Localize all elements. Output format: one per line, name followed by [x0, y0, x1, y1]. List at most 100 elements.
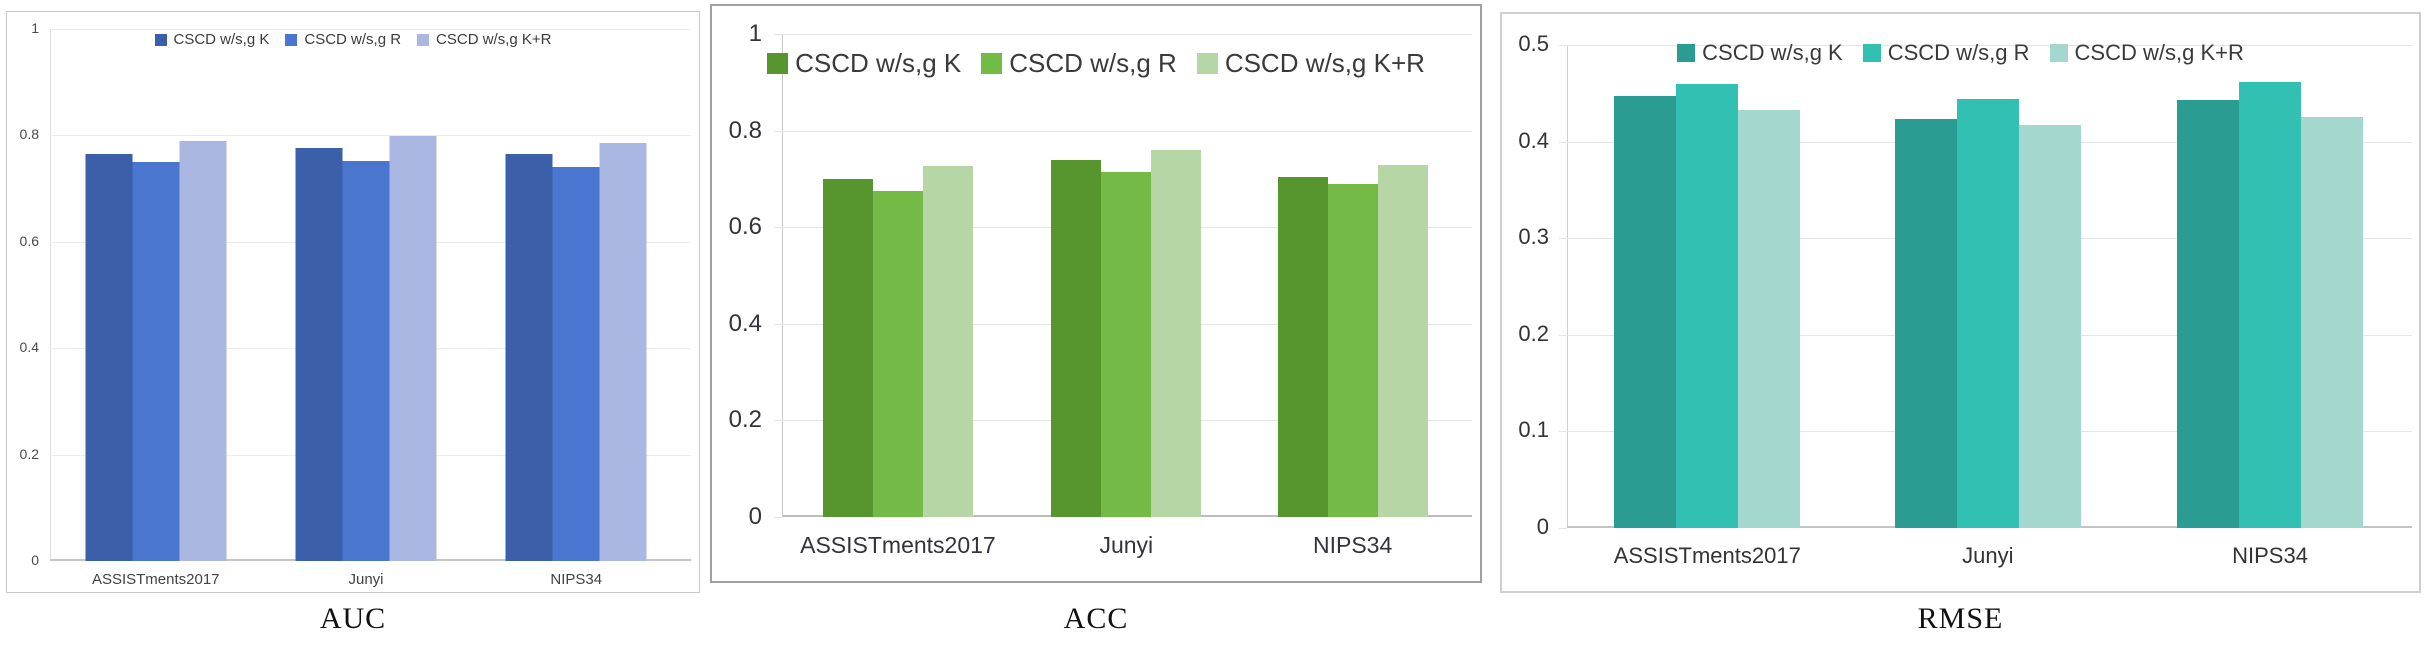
bar-series-1 [85, 154, 133, 561]
bar-group [1051, 150, 1202, 517]
legend-item: CSCD w/s,g K+R [417, 31, 552, 48]
chart-card-acc: ASSISTments2017 Junyi NIPS34 1 0.8 0.6 0.4 0.2 0… [710, 4, 1482, 583]
chart-card-auc: ASSISTments2017 Junyi NIPS34 1 0.8 0.6 0.4 0.2 0… [6, 11, 700, 593]
plot-area: ASSISTments2017 Junyi NIPS34 [782, 34, 1472, 558]
tick-mark [1559, 142, 1567, 143]
legend-swatch [285, 33, 298, 46]
y-axis-tick-label: 0.4 [728, 309, 762, 337]
bar-series-3 [922, 166, 973, 517]
y-axis-tick-label: 0.5 [1518, 31, 1549, 57]
legend-item: CSCD w/s,g K [154, 31, 270, 48]
legend-item: CSCD w/s,g K [767, 48, 961, 79]
bar-group [85, 141, 227, 561]
bar-series-2 [1676, 84, 1739, 528]
gridline [50, 135, 691, 136]
legend-swatch [981, 53, 1003, 74]
bar-series-2 [552, 167, 600, 561]
tick-mark [774, 420, 782, 421]
legend-label: CSCD w/s,g K [173, 31, 270, 48]
gridline [50, 29, 691, 30]
legend-item: CSCD w/s,g R [1862, 40, 2030, 66]
bar-series-2 [1101, 172, 1152, 517]
bar-series-2 [872, 191, 923, 517]
y-axis-tick-label: 0.6 [728, 212, 762, 240]
bar-series-3 [179, 141, 227, 561]
legend-item: CSCD w/s,g R [285, 31, 401, 48]
tick-mark [1559, 238, 1567, 239]
x-axis-label: NIPS34 [550, 571, 603, 588]
bar-series-3 [389, 136, 437, 561]
tick-mark [774, 517, 782, 518]
bar-series-1 [1277, 177, 1328, 517]
y-axis-tick-label: 0.1 [1518, 417, 1549, 443]
bar-series-3 [2301, 117, 2364, 528]
y-axis-tick-label: 1 [31, 19, 39, 36]
bar-series-1 [505, 154, 553, 561]
bar-group [2177, 82, 2364, 528]
legend-item: CSCD w/s,g K+R [1196, 48, 1425, 79]
chart-caption-rmse: RMSE [1917, 602, 2004, 635]
bar-group [822, 166, 973, 517]
y-axis-line [1567, 45, 1568, 528]
legend-label: CSCD w/s,g K+R [1224, 48, 1425, 78]
legend-label: CSCD w/s,g R [1887, 40, 2030, 65]
plot-area: ASSISTments2017 Junyi NIPS34 [50, 29, 691, 588]
legend: CSCD w/s,g K CSCD w/s,g R CSCD w/s,g K+R [712, 48, 1480, 79]
legend-swatch [1196, 53, 1218, 74]
bar-series-1 [822, 179, 873, 517]
y-axis-line [50, 29, 51, 561]
tick-mark [1559, 335, 1567, 336]
x-axis-label: Junyi [348, 571, 384, 588]
x-axis-label: Junyi [1962, 543, 2014, 568]
legend-swatch [417, 33, 430, 46]
chart-caption-acc: ACC [1063, 602, 1129, 635]
bar-group [1894, 99, 2081, 528]
bar-series-2 [1327, 184, 1378, 517]
legend-item: CSCD w/s,g K [1677, 40, 1843, 66]
x-axis-label: NIPS34 [2232, 543, 2308, 568]
y-axis-tick-label: 1 [748, 19, 762, 47]
tick-mark [774, 324, 782, 325]
bar-series-1 [1894, 119, 1957, 528]
tick-mark [774, 227, 782, 228]
bar-group [1277, 165, 1428, 517]
legend-label: CSCD w/s,g K+R [2074, 40, 2244, 65]
y-axis-tick-label: 0 [1536, 514, 1549, 540]
y-axis-tick-label: 0.4 [1518, 128, 1549, 154]
y-axis-tick-label: 0.8 [728, 116, 762, 144]
y-axis-tick-label: 0.6 [19, 232, 39, 249]
bar-series-1 [2177, 100, 2240, 528]
tick-mark [1559, 431, 1567, 432]
bar-series-3 [599, 143, 647, 561]
y-axis-tick-label: 0.3 [1518, 224, 1549, 250]
x-axis-label: ASSISTments2017 [1613, 543, 1801, 568]
y-axis-tick-label: 0 [31, 551, 39, 568]
legend-label: CSCD w/s,g K [1702, 40, 1843, 65]
y-axis-tick-label: 0.2 [19, 445, 39, 462]
legend-swatch [154, 33, 167, 46]
bar-series-2 [1956, 99, 2019, 528]
legend: CSCD w/s,g K CSCD w/s,g R CSCD w/s,g K+R [7, 31, 699, 48]
gridline [1567, 45, 2412, 46]
y-axis-line [782, 34, 783, 517]
chart-caption-auc: AUC [319, 602, 387, 635]
tick-mark [774, 34, 782, 35]
x-axis-label: Junyi [1099, 532, 1154, 558]
bar-series-3 [1151, 150, 1202, 517]
bar-series-1 [1051, 160, 1102, 517]
legend-swatch [767, 53, 789, 74]
legend-swatch [1862, 44, 1881, 62]
gridline [782, 34, 1472, 35]
legend-swatch [1677, 44, 1696, 62]
bar-series-1 [1614, 96, 1677, 528]
legend-label: CSCD w/s,g K+R [436, 31, 552, 48]
chart-card-rmse: ASSISTments2017 Junyi NIPS34 0.5 0.4 0.3 0.2 0.… [1500, 12, 2421, 593]
legend-label: CSCD w/s,g R [1009, 48, 1177, 78]
bar-group [505, 143, 647, 561]
tick-mark [774, 131, 782, 132]
legend: CSCD w/s,g K CSCD w/s,g R CSCD w/s,g K+R [1502, 40, 2419, 66]
bar-series-3 [2018, 125, 2081, 528]
legend-label: CSCD w/s,g K [795, 48, 962, 78]
bar-series-1 [295, 148, 343, 561]
y-axis-tick-label: 0.4 [19, 338, 39, 355]
